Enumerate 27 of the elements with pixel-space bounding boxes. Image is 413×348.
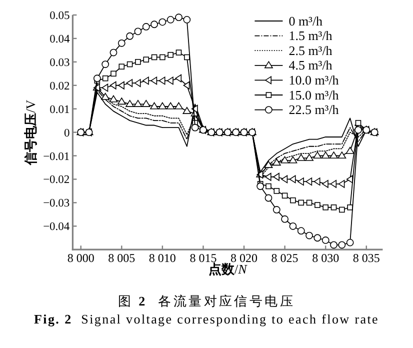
y-tick-label: 0.02 <box>50 80 70 92</box>
legend-label: 22.5 m³/h <box>288 102 340 118</box>
y-axis-title: 信号电压/V <box>23 99 38 166</box>
legend-label: 0 m³/h <box>288 13 324 28</box>
y-tick-label: 0 <box>64 127 70 140</box>
y-tick-label: 0.03 <box>50 56 70 69</box>
text: 图 2 各流量对应信号电压 <box>118 294 296 308</box>
x-tick-label: 8 005 <box>108 251 136 266</box>
y-tick-label: 0.04 <box>50 33 70 46</box>
y-tick-label: −0.04 <box>43 221 70 234</box>
y-tick-label: −0.03 <box>43 198 70 210</box>
legend-label: 1.5 m³/h <box>288 28 333 44</box>
x-tick-label: 8 035 <box>352 251 380 266</box>
y-tick-label: −0.02 <box>43 174 70 186</box>
x-tick-label: 8 030 <box>312 251 340 266</box>
x-tick-label: 8 025 <box>271 251 298 266</box>
legend-label: 4.5 m³/h <box>288 58 333 73</box>
legend-label: 10.0 m³/h <box>288 72 340 88</box>
y-tick-label: 0.05 <box>50 10 70 22</box>
y-tick-label: −0.01 <box>43 150 70 163</box>
x-tick-label: 8 000 <box>67 251 94 266</box>
text: Fig. 2 Signal voltage corresponding to each flow rate <box>34 312 379 326</box>
legend-label: 15.0 m³/h <box>288 87 340 102</box>
legend-label: 2.5 m³/h <box>288 42 333 58</box>
y-tick-label: 0.01 <box>50 104 70 116</box>
x-tick-label: 8 020 <box>230 251 258 266</box>
x-tick-label: 8 010 <box>148 251 176 266</box>
